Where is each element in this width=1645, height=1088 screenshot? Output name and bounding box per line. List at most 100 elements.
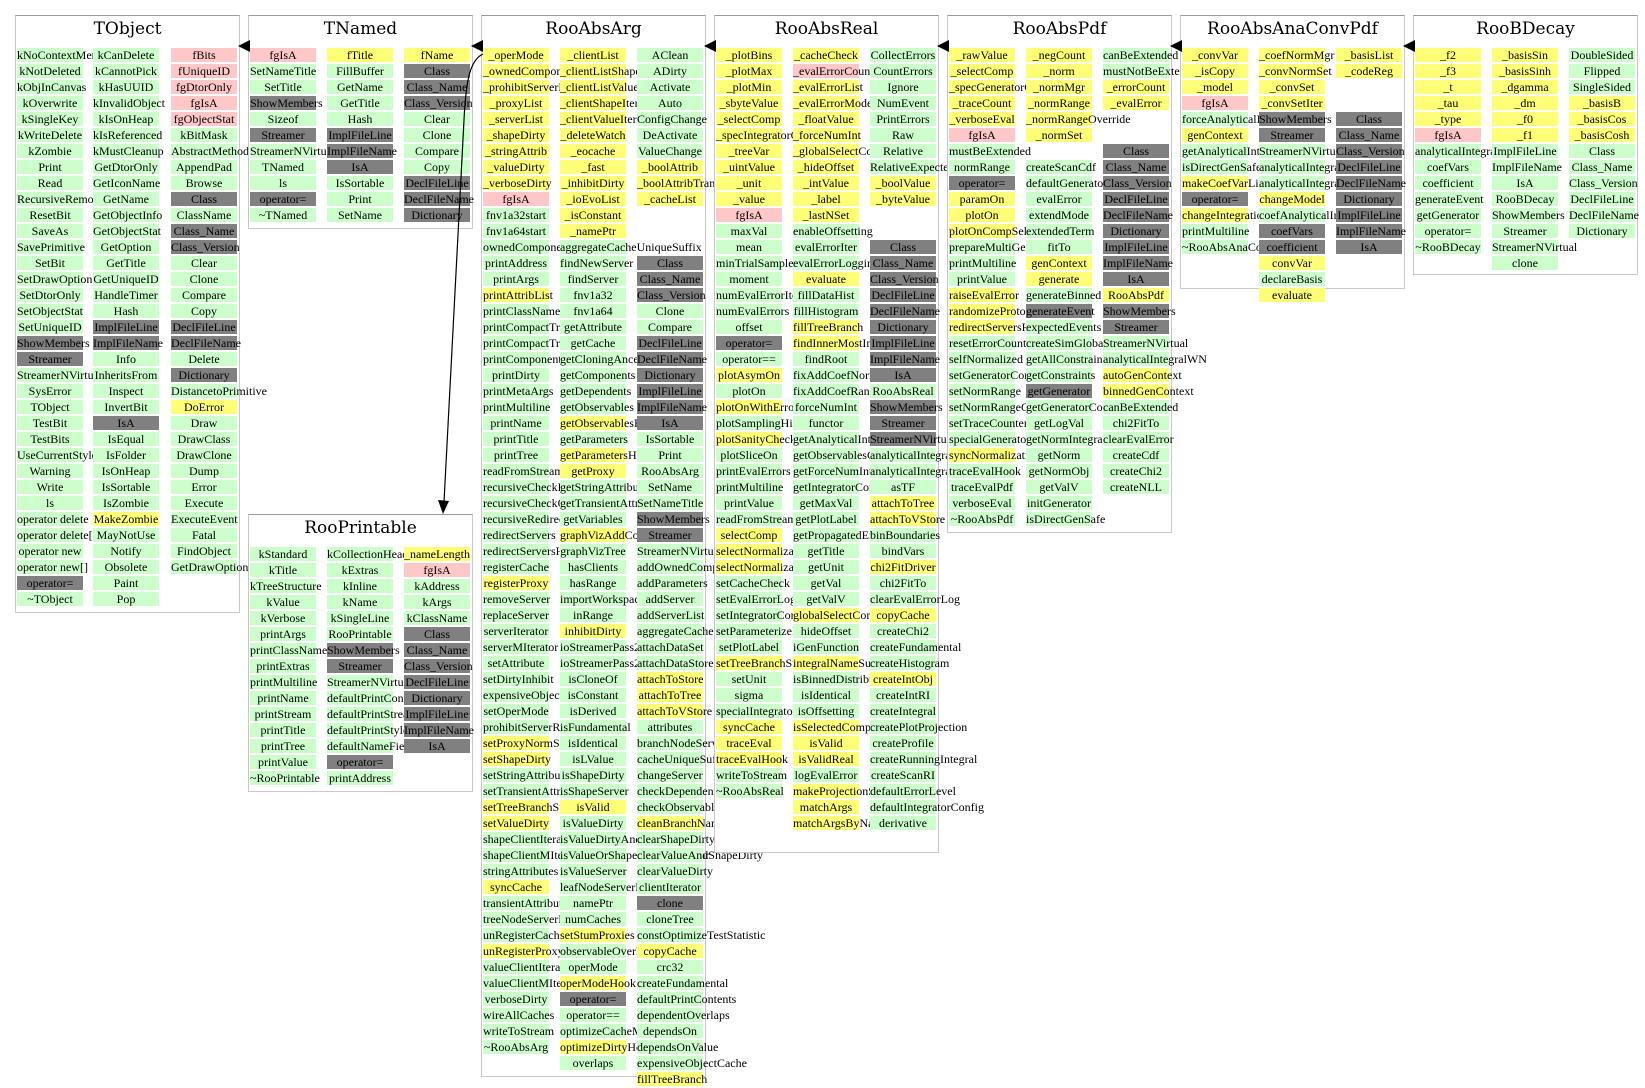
member-label: printStream xyxy=(250,707,316,721)
member-column: kCanDelete kCannotPick kHasUUID kInvalidObj… xyxy=(93,48,165,608)
class-box-roobdecay: RooBDecay _f2 _f3 _t _tau _type fgIsA analytic… xyxy=(1413,15,1639,275)
member-label: DeclFileName xyxy=(637,352,707,366)
member-column: _rawValue _selectComp _specGeneratorConfig… xyxy=(949,48,1064,528)
member-column: _f2 _f3 _t _tau _type fgIsA analyticalIntegral… xyxy=(1415,48,1499,256)
member-label: ExecuteEvent xyxy=(171,512,238,526)
class-box-rooprintable: RooPrintable kStandard kTitle kTreeStructu… xyxy=(248,514,474,792)
member-label: ImplFileLine xyxy=(1336,208,1402,222)
member-label: IsA xyxy=(93,416,159,430)
member-label: _f1 xyxy=(1492,128,1558,142)
member-label: isValueDirtyAndClear xyxy=(560,832,668,846)
member-label: kObjInCanvas xyxy=(17,80,87,94)
member-label: findNewServer xyxy=(560,256,634,270)
member-label: GetObjectInfo xyxy=(93,208,163,222)
member-label: Compare xyxy=(171,288,237,302)
member-label: isCloneOf xyxy=(560,672,626,686)
member-label: createRunningIntegral xyxy=(870,752,978,766)
member-label: getLogVal xyxy=(1026,416,1092,430)
member-label: graphVizTree xyxy=(560,544,626,558)
member-label: replaceServer xyxy=(483,608,549,622)
member-label: fgIsA xyxy=(483,192,549,206)
member-label: Raw xyxy=(870,128,936,142)
member-label: getNormIntegral xyxy=(1026,432,1106,446)
member-label: operator delete xyxy=(17,512,89,526)
member-label: SetName xyxy=(637,480,703,494)
member-label: serverMIterator xyxy=(483,640,559,654)
member-label: ImplFileLine xyxy=(1492,144,1558,158)
member-column: kNoContextMenu kNotDeleted kObjInCanvas kOv… xyxy=(17,48,105,608)
member-label: wireAllCaches xyxy=(483,1008,555,1022)
member-label: ls xyxy=(17,496,83,510)
member-label: clearValueAndShapeDirty xyxy=(637,848,763,862)
member-label: CountErrors xyxy=(870,64,936,78)
member-label: Streamer xyxy=(1259,128,1325,142)
member-label: addParameters xyxy=(637,576,708,590)
member-label: printMultiline xyxy=(716,480,784,494)
member-label: Class_Version xyxy=(1569,176,1638,190)
member-label: cleanBranchNames xyxy=(637,816,731,830)
member-label: isFundamental xyxy=(560,720,631,734)
member-label: Dictionary xyxy=(1103,224,1169,238)
member-label: attachToTree xyxy=(870,496,936,510)
member-label: fnv1a64start xyxy=(483,224,549,238)
member-label: optimizeCacheMode xyxy=(560,1024,660,1038)
member-label: ~TNamed xyxy=(250,208,316,222)
member-label: chi2FitDriver xyxy=(870,560,936,574)
member-label: Class_Version xyxy=(1336,144,1405,158)
member-label: getAnalyticalIntegral xyxy=(1182,144,1284,158)
member-label: ~RooPrintable xyxy=(250,771,320,785)
member-label: kClassName xyxy=(404,611,470,625)
member-label: clientIterator xyxy=(637,880,703,894)
member-column: CollectErrors CountErrors Ignore NumEvent Pr… xyxy=(870,48,984,832)
member-label: overlaps xyxy=(560,1056,626,1070)
member-label: StreamerNVirtual xyxy=(1103,336,1189,350)
member-label: setIntegratorConfig xyxy=(716,608,810,622)
member-label: printArgs xyxy=(250,627,316,641)
member-column: fBits fUniqueID fgDtorOnly fgIsA fgObjectSta… xyxy=(171,48,267,576)
member-label: createChi2 xyxy=(1103,464,1169,478)
member-label: SaveAs xyxy=(17,224,83,238)
member-label: Hash xyxy=(93,304,159,318)
member-label: verboseEval xyxy=(949,496,1015,510)
member-label: getObservables xyxy=(560,400,634,414)
member-label: unRegisterProxy xyxy=(483,944,564,958)
member-label: getValV xyxy=(793,592,859,606)
member-label: Print xyxy=(637,448,703,462)
member-label: IsFolder xyxy=(93,448,159,462)
member-label: createChi2 xyxy=(870,624,936,638)
class-title-roobdecay: RooBDecay xyxy=(1476,19,1575,39)
member-label: DeclFileName xyxy=(1103,208,1173,222)
member-label: Streamer xyxy=(1492,224,1558,238)
member-label: paramOn xyxy=(949,192,1015,206)
member-label: ShowMembers xyxy=(637,512,710,526)
member-label: createSimGlobalLikelihood xyxy=(1026,336,1160,350)
member-label: kStandard xyxy=(250,547,316,561)
member-label: printArgs xyxy=(483,272,549,286)
member-label: Inspect xyxy=(93,384,159,398)
class-box-rooabsarg: RooAbsArg _operMode _ownedComponents _proh… xyxy=(481,15,779,1086)
member-label: numEvalErrorItems xyxy=(716,288,812,302)
member-label: analyticalIntegralWN xyxy=(1103,352,1207,366)
member-label: Write xyxy=(17,480,83,494)
member-label: ImplFileLine xyxy=(1103,240,1169,254)
member-label: cacheUniqueSuffix xyxy=(637,752,730,766)
member-label: ImplFileName xyxy=(1492,160,1562,174)
member-label: Dictionary xyxy=(404,691,470,705)
member-label: Dictionary xyxy=(870,320,936,334)
member-label: defaultPrintContents xyxy=(637,992,737,1006)
member-label: operator delete[] xyxy=(17,528,97,542)
member-label: _normRange xyxy=(1026,96,1092,110)
member-label: printValue xyxy=(250,755,316,769)
member-column: _coefNormMgr _convNormSet _convSet _convSet… xyxy=(1259,48,1367,304)
member-label: _normMgr xyxy=(1026,80,1092,94)
member-label: coefficient xyxy=(1415,176,1481,190)
member-label: IsSortable xyxy=(93,480,159,494)
class-title-rooabsanaconvpdf: RooAbsAnaConvPdf xyxy=(1207,19,1378,39)
member-label: setShapeDirty xyxy=(483,752,551,766)
member-label: TNamed xyxy=(250,160,316,174)
class-box-rooabsanaconvpdf: RooAbsAnaConvPdf _convVar _isCopy _model fg… xyxy=(1180,15,1406,302)
member-label: Flipped xyxy=(1569,64,1635,78)
member-label: _rawValue xyxy=(949,48,1015,62)
member-label: kWriteDelete xyxy=(17,128,83,142)
member-label: SingleSided xyxy=(1569,80,1635,94)
